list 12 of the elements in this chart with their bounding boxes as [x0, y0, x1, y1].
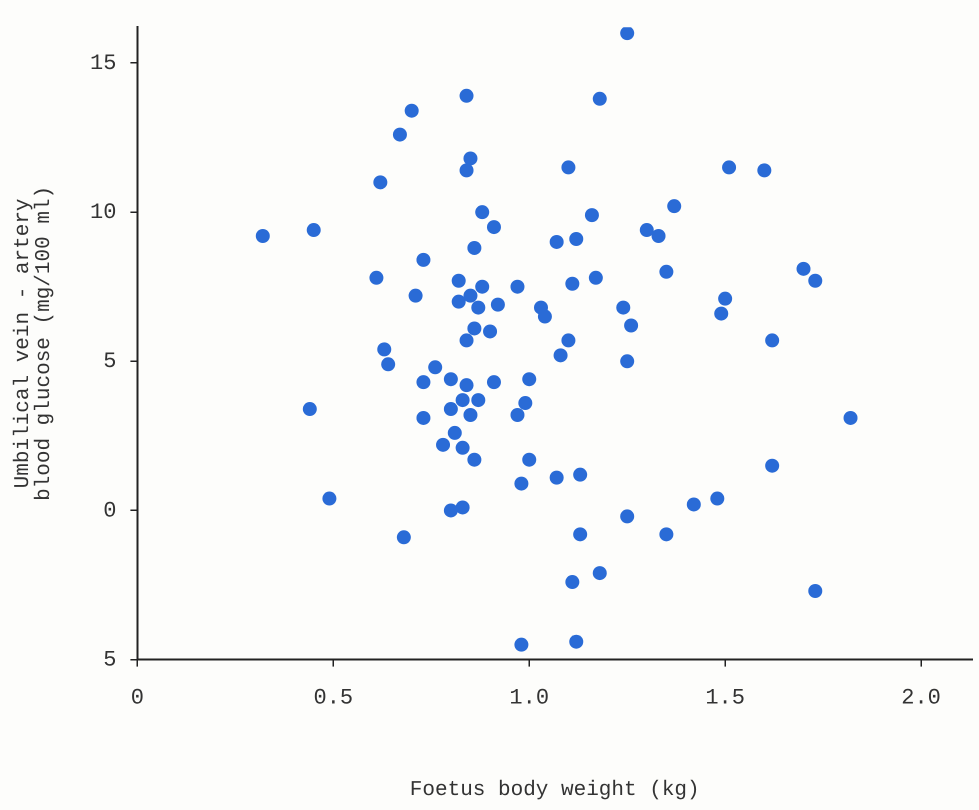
x-tick-label: 0.5 [314, 686, 354, 711]
x-tick-label: 0 [130, 686, 144, 711]
x-axis-title: Foetus body weight (kg) [410, 779, 700, 802]
y-tick-label: 10 [90, 200, 116, 225]
y-tick-label: 5 [103, 647, 116, 672]
y-tick-label: 15 [90, 50, 116, 76]
x-tick-label: 2.0 [901, 686, 941, 711]
x-tick-label: 1.0 [509, 686, 550, 711]
y-axis-title: Umbilical vein - artery blood glucose (mg/100 ml) [12, 186, 56, 501]
y-tick-label: 5 [103, 349, 116, 374]
x-tick-label: 1.5 [705, 686, 745, 711]
y-tick-label: 0 [103, 498, 116, 524]
